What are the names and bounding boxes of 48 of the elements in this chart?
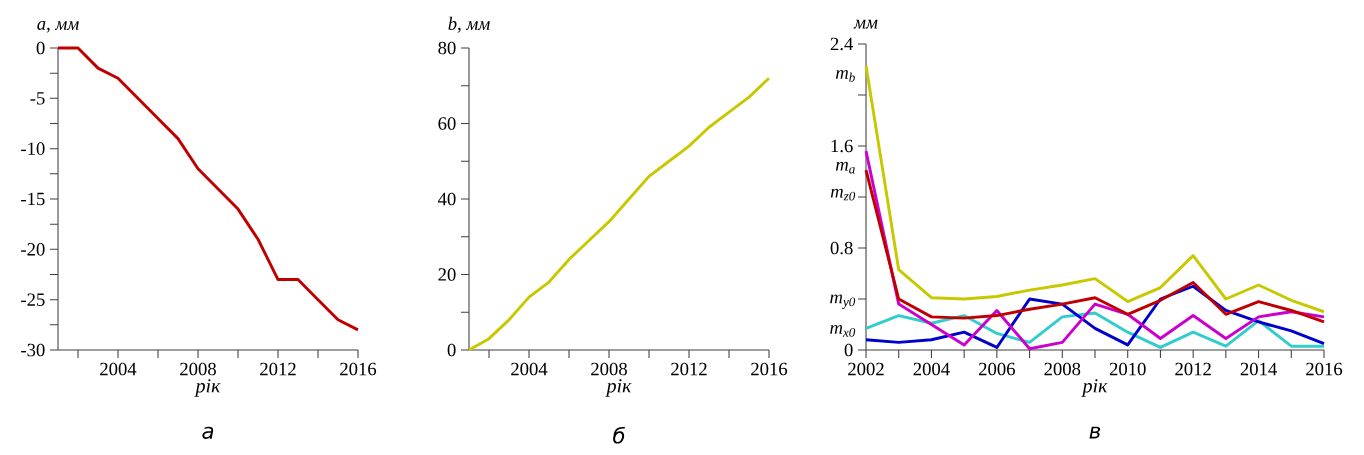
y-tick-label: -15 bbox=[21, 192, 45, 206]
text: б bbox=[613, 426, 625, 444]
x-tick-label: 2006 bbox=[979, 362, 1015, 376]
text: m$_{y0}$ bbox=[830, 294, 856, 309]
x-tick-label: 2008 bbox=[180, 362, 216, 376]
x-axis-title: рік bbox=[605, 379, 632, 397]
line-series bbox=[864, 168, 1326, 324]
y-tick-label: -10 bbox=[21, 142, 45, 155]
x-tick-label: 2008 bbox=[1044, 362, 1081, 376]
x-tick-label: 2008 bbox=[591, 362, 627, 376]
x-tick-label: 2004 bbox=[511, 362, 548, 376]
y-tick-label: -5 bbox=[30, 92, 45, 105]
x-axis-title: рік bbox=[194, 379, 221, 397]
y-tick-label: 0 bbox=[447, 343, 456, 357]
line-series bbox=[864, 64, 1326, 314]
text: m$_{a}$ bbox=[835, 161, 855, 174]
x-tick-label: 2010 bbox=[1109, 362, 1146, 376]
text: m$_{x0}$ bbox=[830, 324, 856, 337]
y-axis-title: мм bbox=[853, 19, 878, 29]
text: m$_{b}$ bbox=[835, 69, 855, 82]
y-tick-label: 20 bbox=[438, 268, 456, 281]
text: m$_{z0}$ bbox=[830, 188, 856, 201]
y-tick-label: 2.4 bbox=[830, 37, 854, 51]
text: а bbox=[202, 426, 214, 439]
y-tick-label: 40 bbox=[437, 192, 456, 206]
y-tick-label: 80 bbox=[438, 41, 456, 55]
x-tick-label: 2016 bbox=[340, 362, 377, 376]
x-tick-label: 2014 bbox=[1240, 362, 1277, 376]
x-tick-label: 2012 bbox=[671, 362, 707, 376]
y-tick-label: 0 bbox=[36, 41, 45, 55]
y-tick-label: 1.6 bbox=[831, 139, 853, 153]
x-tick-label: 2016 bbox=[751, 362, 788, 376]
y-tick-label: 60 bbox=[438, 117, 456, 130]
y-tick-label: 0 bbox=[844, 343, 853, 357]
y-tick-label: 0.8 bbox=[830, 241, 853, 255]
x-axis-title: рік bbox=[1081, 379, 1108, 397]
x-tick-label: 2012 bbox=[260, 362, 296, 376]
y-axis-title: b, мм bbox=[448, 16, 490, 33]
y-tick-label: -20 bbox=[21, 243, 45, 256]
x-tick-label: 2004 bbox=[100, 362, 137, 376]
y-axis-title: a, мм bbox=[37, 20, 79, 33]
x-tick-label: 2002 bbox=[848, 362, 884, 376]
x-tick-label: 2012 bbox=[1175, 362, 1211, 376]
text: в bbox=[1089, 426, 1101, 439]
y-tick-label: -25 bbox=[21, 293, 45, 306]
x-tick-label: 2004 bbox=[913, 362, 950, 376]
x-tick-label: 2016 bbox=[1306, 362, 1343, 376]
y-tick-label: -30 bbox=[21, 343, 45, 357]
